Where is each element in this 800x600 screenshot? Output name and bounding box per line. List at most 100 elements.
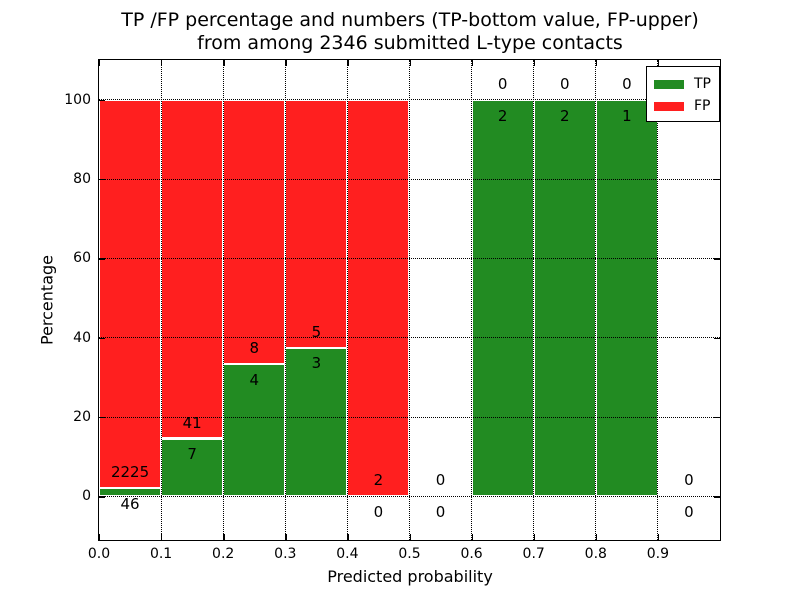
- bar-segment-fp: [223, 99, 286, 365]
- x-tick-mark-top: [657, 60, 660, 66]
- y-tick-label: 80: [73, 171, 91, 187]
- x-tick-mark: [99, 534, 101, 540]
- bar-segment-fp: [161, 99, 224, 439]
- fp-count-label: 5: [311, 322, 322, 341]
- fp-count-label: 0: [559, 74, 570, 93]
- y-tick-mark-right: [714, 258, 720, 260]
- x-tick-mark-top: [99, 60, 101, 66]
- bar-segment-tp: [223, 364, 286, 497]
- legend: TP FP: [646, 66, 720, 122]
- x-tick-mark: [595, 534, 598, 540]
- y-tick-label: 100: [64, 91, 91, 108]
- x-tick-label: 0.7: [522, 546, 545, 562]
- legend-row-tp: TP: [654, 73, 711, 95]
- fp-count-label: 0: [497, 74, 508, 93]
- y-tick-mark: [99, 99, 105, 102]
- x-tick-mark-top: [223, 60, 225, 66]
- x-tick-mark: [409, 534, 411, 540]
- y-tick-mark: [99, 417, 105, 419]
- gridline-vertical: [409, 60, 410, 540]
- tp-count-label: 1: [622, 106, 632, 125]
- x-tick-label: 0.3: [274, 546, 297, 562]
- bar-segment-tp: [99, 488, 162, 497]
- y-tick-mark-right: [714, 417, 720, 419]
- gridline-vertical: [346, 60, 348, 540]
- legend-label-fp: FP: [694, 98, 711, 114]
- fp-count-label: 0: [622, 74, 632, 93]
- x-tick-label: 0.4: [336, 546, 359, 562]
- y-tick-mark: [99, 179, 105, 181]
- fp-count-label: 2: [373, 471, 384, 490]
- x-tick-mark-top: [161, 60, 163, 66]
- x-tick-mark-top: [409, 60, 411, 66]
- y-tick-mark-right: [714, 337, 720, 340]
- fp-count-label: 0: [684, 471, 694, 490]
- bar-segment-tp: [533, 99, 596, 497]
- gridline-vertical: [657, 60, 659, 540]
- x-axis-label: Predicted probability: [327, 567, 493, 586]
- x-tick-mark: [471, 534, 473, 540]
- gridline-horizontal: [99, 416, 720, 418]
- y-axis-label: Percentage: [37, 254, 57, 346]
- bar-segment-tp: [595, 99, 658, 497]
- gridline-vertical: [595, 60, 597, 540]
- legend-label-tp: TP: [694, 76, 711, 92]
- y-tick-label: 60: [73, 250, 91, 267]
- x-tick-mark-top: [285, 60, 287, 66]
- gridline-vertical: [222, 60, 224, 540]
- x-tick-mark-top: [533, 60, 536, 66]
- tp-count-label: 0: [684, 503, 694, 522]
- y-tick-mark: [99, 496, 105, 498]
- legend-row-fp: FP: [654, 95, 711, 117]
- gridline-vertical: [284, 60, 286, 540]
- x-tick-mark-top: [347, 60, 349, 66]
- bar-segment-fp: [99, 99, 162, 489]
- y-tick-mark-right: [714, 179, 720, 181]
- x-tick-label: 0.6: [460, 546, 483, 562]
- x-tick-mark: [657, 534, 660, 540]
- y-tick-mark: [99, 258, 105, 260]
- x-tick-mark: [533, 534, 536, 540]
- x-tick-mark: [161, 534, 163, 540]
- fp-count-label: 0: [435, 471, 446, 490]
- fp-count-label: 2225: [110, 463, 150, 482]
- y-tick-label: 20: [73, 409, 91, 426]
- x-tick-label: 0.5: [398, 546, 421, 562]
- x-tick-mark: [223, 534, 225, 540]
- bar-segment-tp: [285, 347, 348, 497]
- x-tick-label: 0.8: [584, 546, 607, 562]
- gridline-horizontal: [99, 495, 720, 497]
- x-tick-label: 0.9: [646, 546, 670, 562]
- gridline-horizontal: [99, 337, 720, 339]
- x-tick-mark-top: [595, 60, 598, 66]
- x-tick-label: 0.2: [212, 546, 235, 562]
- tp-count-label: 4: [249, 371, 260, 389]
- x-tick-mark: [285, 534, 287, 540]
- y-tick-mark: [99, 337, 105, 340]
- tp-count-label: 3: [311, 354, 322, 373]
- legend-swatch-tp-icon: [654, 79, 684, 89]
- tp-count-label: 7: [187, 445, 197, 464]
- bar-segment-tp: [471, 99, 534, 497]
- gridline-vertical: [533, 60, 535, 540]
- x-tick-label: 0.1: [149, 546, 173, 562]
- y-tick-mark-right: [714, 496, 720, 498]
- gridline-horizontal: [99, 178, 720, 180]
- chart-title-line1: TP /FP percentage and numbers (TP-bottom…: [121, 9, 699, 31]
- gridline-vertical: [471, 60, 473, 540]
- tp-count-label: 0: [435, 503, 446, 522]
- bar-segment-fp: [347, 99, 410, 497]
- bar-segment-fp: [285, 99, 348, 348]
- gridline-horizontal: [99, 257, 720, 259]
- tp-count-label: 46: [120, 495, 140, 514]
- gridline-vertical: [160, 60, 162, 540]
- legend-swatch-fp-icon: [654, 101, 684, 111]
- x-tick-mark-top: [471, 60, 473, 66]
- bar-segment-tp: [161, 438, 224, 497]
- chart-title-line2: from among 2346 submitted L-type contact…: [197, 32, 623, 54]
- y-tick-label: 0: [82, 488, 91, 505]
- tp-count-label: 2: [497, 106, 508, 125]
- gridline-horizontal: [99, 99, 720, 101]
- fp-count-label: 41: [182, 413, 202, 432]
